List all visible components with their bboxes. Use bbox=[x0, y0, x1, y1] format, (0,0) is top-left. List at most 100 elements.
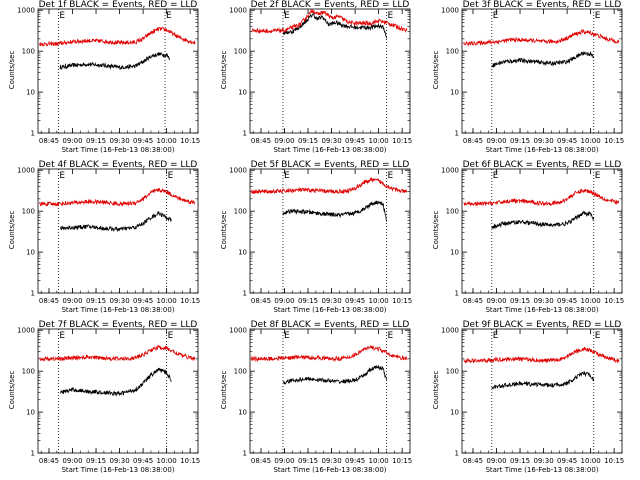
plot-frame bbox=[37, 168, 199, 294]
y-tick-label: 1000 bbox=[17, 7, 35, 15]
time-marker-label: E bbox=[493, 11, 499, 21]
x-tick-label: 09:45 bbox=[133, 137, 153, 145]
x-tick-label: 08:45 bbox=[463, 137, 483, 145]
x-tick-label: 09:15 bbox=[510, 137, 530, 145]
x-tick-label: 09:30 bbox=[533, 457, 553, 465]
y-axis-label: Counts/sec bbox=[432, 211, 440, 250]
x-tick-label: 10:15 bbox=[604, 457, 624, 465]
series-events-line bbox=[282, 200, 387, 222]
panel-det-7: Det 7f BLACK = Events, RED = LLD 1 10 100 10… bbox=[8, 320, 200, 474]
y-tick-label: 100 bbox=[446, 208, 459, 216]
y-tick-label: 1000 bbox=[229, 7, 247, 15]
y-tick-label: 1000 bbox=[441, 167, 459, 175]
y-tick-label: 10 bbox=[450, 89, 459, 97]
x-tick-label: 09:00 bbox=[274, 297, 294, 305]
x-tick-label: 08:45 bbox=[251, 137, 271, 145]
panel-det-4: Det 4f BLACK = Events, RED = LLD 1 10 100 10… bbox=[8, 160, 200, 314]
y-axis-label: Counts/sec bbox=[220, 51, 228, 90]
y-axis-label: Counts/sec bbox=[8, 51, 16, 90]
panel-title: Det 3f BLACK = Events, RED = LLD bbox=[463, 0, 622, 10]
x-tick-label: 10:00 bbox=[581, 457, 601, 465]
panel-title: Det 9f BLACK = Events, RED = LLD bbox=[463, 320, 622, 330]
plot-frame bbox=[249, 168, 411, 294]
series-lld-line bbox=[251, 176, 408, 195]
plot-frame bbox=[249, 328, 411, 454]
series-events-line bbox=[491, 210, 595, 230]
x-tick-label: 10:00 bbox=[157, 297, 177, 305]
series-lld-line bbox=[39, 187, 196, 207]
time-marker-label: E bbox=[166, 11, 172, 21]
y-tick-label: 10 bbox=[26, 249, 35, 257]
y-axis-label: Counts/sec bbox=[8, 211, 16, 250]
x-tick-label: 08:45 bbox=[39, 297, 59, 305]
x-tick-label: 09:30 bbox=[321, 457, 341, 465]
x-axis-label: Start Time (16-Feb-13 08:38:00) bbox=[273, 146, 386, 154]
y-tick-label: 1000 bbox=[229, 167, 247, 175]
x-tick-label: 08:45 bbox=[251, 297, 271, 305]
x-tick-label: 10:00 bbox=[157, 137, 177, 145]
x-tick-label: 09:30 bbox=[321, 137, 341, 145]
series-lld-line bbox=[463, 28, 620, 47]
y-tick-label: 1 bbox=[455, 290, 459, 298]
y-tick-label: 10 bbox=[238, 89, 247, 97]
time-marker-label: E bbox=[168, 331, 174, 341]
x-axis-label: Start Time (16-Feb-13 08:38:00) bbox=[61, 306, 174, 314]
time-marker-label: E bbox=[168, 171, 174, 181]
x-tick-label: 09:00 bbox=[274, 137, 294, 145]
x-tick-label: 10:15 bbox=[392, 137, 412, 145]
y-axis-label: Counts/sec bbox=[220, 371, 228, 410]
x-axis-label: Start Time (16-Feb-13 08:38:00) bbox=[485, 466, 598, 474]
x-tick-label: 10:15 bbox=[392, 457, 412, 465]
series-events-line bbox=[59, 52, 171, 71]
x-tick-label: 09:15 bbox=[86, 457, 106, 465]
panel-det-5: Det 5f BLACK = Events, RED = LLD 1 10 100 10… bbox=[220, 160, 412, 314]
x-tick-label: 10:15 bbox=[180, 137, 200, 145]
time-marker-label: E bbox=[59, 11, 65, 21]
y-tick-label: 100 bbox=[234, 48, 247, 56]
x-tick-label: 09:15 bbox=[510, 457, 530, 465]
series-events-line bbox=[282, 365, 387, 385]
y-tick-label: 100 bbox=[446, 48, 459, 56]
y-tick-label: 100 bbox=[446, 368, 459, 376]
time-marker-label: E bbox=[595, 331, 601, 341]
panel-title: Det 1f BLACK = Events, RED = LLD bbox=[39, 0, 198, 10]
panel-det-8: Det 8f BLACK = Events, RED = LLD 1 10 100 10… bbox=[220, 320, 412, 474]
x-axis-label: Start Time (16-Feb-13 08:38:00) bbox=[485, 146, 598, 154]
x-tick-label: 09:00 bbox=[62, 457, 82, 465]
y-tick-label: 1 bbox=[31, 450, 35, 458]
y-tick-label: 100 bbox=[22, 48, 35, 56]
plot-frame bbox=[249, 8, 411, 134]
x-tick-label: 09:00 bbox=[486, 457, 506, 465]
x-tick-label: 09:00 bbox=[274, 457, 294, 465]
x-tick-label: 10:15 bbox=[604, 137, 624, 145]
x-tick-label: 10:15 bbox=[604, 297, 624, 305]
x-tick-label: 08:45 bbox=[39, 137, 59, 145]
x-tick-label: 09:00 bbox=[62, 297, 82, 305]
y-tick-label: 1 bbox=[455, 130, 459, 138]
y-tick-label: 1000 bbox=[229, 327, 247, 335]
panel-title: Det 7f BLACK = Events, RED = LLD bbox=[39, 320, 198, 330]
time-marker-label: E bbox=[595, 11, 601, 21]
y-tick-label: 1 bbox=[455, 450, 459, 458]
time-marker-label: E bbox=[59, 171, 65, 181]
x-axis-label: Start Time (16-Feb-13 08:38:00) bbox=[61, 146, 174, 154]
y-tick-label: 10 bbox=[238, 409, 247, 417]
x-tick-label: 10:00 bbox=[157, 457, 177, 465]
plot-frame bbox=[37, 8, 199, 134]
y-tick-label: 100 bbox=[234, 368, 247, 376]
x-tick-label: 08:45 bbox=[251, 457, 271, 465]
x-tick-label: 10:15 bbox=[180, 457, 200, 465]
x-tick-label: 09:30 bbox=[109, 297, 129, 305]
panel-title: Det 5f BLACK = Events, RED = LLD bbox=[251, 160, 410, 170]
y-tick-label: 100 bbox=[22, 208, 35, 216]
x-tick-label: 09:00 bbox=[486, 137, 506, 145]
x-tick-label: 09:15 bbox=[298, 297, 318, 305]
y-tick-label: 1 bbox=[31, 130, 35, 138]
plot-frame bbox=[37, 328, 199, 454]
x-tick-label: 09:30 bbox=[109, 137, 129, 145]
x-tick-label: 09:30 bbox=[533, 297, 553, 305]
x-tick-label: 09:00 bbox=[62, 137, 82, 145]
panel-det-2: Det 2f BLACK = Events, RED = LLD 1 10 100 10… bbox=[220, 0, 412, 154]
x-tick-label: 08:45 bbox=[463, 457, 483, 465]
series-lld-line bbox=[251, 8, 408, 34]
